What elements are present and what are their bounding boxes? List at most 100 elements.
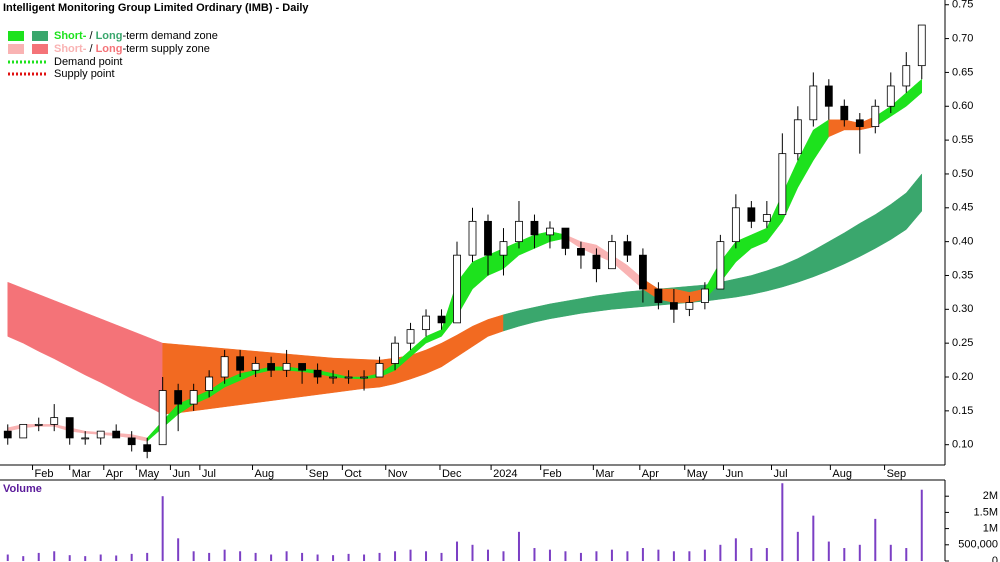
volume-bar bbox=[332, 555, 335, 561]
volume-bar bbox=[6, 554, 9, 561]
legend-swatch bbox=[32, 31, 48, 41]
candle-body bbox=[50, 417, 59, 425]
volume-bar bbox=[548, 549, 551, 561]
candle-body bbox=[220, 356, 229, 378]
volume-bar bbox=[53, 551, 56, 561]
candle-body bbox=[298, 363, 306, 371]
volume-tick-label: 0 bbox=[992, 555, 998, 562]
volume-bar bbox=[641, 548, 644, 561]
x-tick-label: 2024 bbox=[493, 468, 517, 480]
x-tick-label: Nov bbox=[388, 468, 408, 480]
candle-body bbox=[391, 342, 399, 364]
y-tick-label: 0.75 bbox=[952, 0, 973, 11]
candle-body bbox=[143, 444, 152, 452]
candle-body bbox=[871, 105, 880, 127]
candle-body bbox=[731, 207, 740, 243]
candle-body bbox=[34, 423, 43, 426]
zone-band bbox=[828, 116, 876, 138]
candle-body bbox=[236, 356, 245, 371]
y-tick-label: 0.10 bbox=[952, 439, 973, 451]
x-tick-label: Jul bbox=[773, 468, 787, 480]
volume-bar bbox=[812, 515, 815, 561]
volume-bar bbox=[394, 551, 397, 561]
candle-body bbox=[65, 417, 74, 439]
volume-bar bbox=[22, 556, 25, 561]
candle-body bbox=[747, 207, 756, 222]
candle-body bbox=[282, 363, 291, 371]
x-tick-label: Jun bbox=[172, 468, 190, 480]
zone-band bbox=[162, 314, 504, 415]
candle-body bbox=[592, 254, 601, 270]
volume-bar bbox=[301, 552, 304, 561]
candle-body bbox=[669, 302, 678, 310]
volume-bar bbox=[440, 552, 443, 561]
legend-swatch bbox=[32, 44, 48, 54]
volume-bar bbox=[517, 531, 520, 561]
volume-bar bbox=[239, 551, 242, 561]
volume-bar bbox=[84, 556, 87, 561]
candle-body bbox=[917, 24, 926, 67]
candle-body bbox=[344, 376, 353, 379]
x-tick-label: Apr bbox=[106, 468, 123, 480]
candle-body bbox=[824, 85, 833, 107]
volume-bar bbox=[889, 544, 892, 561]
candle-body bbox=[468, 220, 477, 256]
chart-title: Intelligent Monitoring Group Limited Ord… bbox=[3, 2, 309, 14]
volume-bar bbox=[920, 489, 923, 561]
x-tick-label: Sep bbox=[309, 468, 329, 480]
candle-body bbox=[561, 227, 570, 249]
y-tick-label: 0.30 bbox=[952, 303, 973, 315]
candle-body bbox=[112, 430, 121, 439]
volume-bar bbox=[703, 549, 706, 561]
x-tick-label: Sep bbox=[887, 468, 907, 480]
legend-long: Long bbox=[96, 43, 123, 55]
volume-bar bbox=[579, 552, 582, 561]
volume-bar bbox=[719, 544, 722, 561]
volume-bar bbox=[765, 548, 768, 561]
volume-bar bbox=[363, 554, 366, 561]
volume-bar bbox=[254, 552, 257, 561]
x-tick-label: Aug bbox=[255, 468, 275, 480]
candle-body bbox=[484, 220, 492, 256]
zone-band bbox=[875, 78, 923, 128]
candle-body bbox=[81, 437, 90, 440]
candle-body bbox=[19, 423, 28, 439]
legend-text: -term supply zone bbox=[122, 43, 209, 55]
candle-body bbox=[422, 315, 430, 331]
legend-label: Short- / Long-term demand zone bbox=[54, 30, 218, 42]
candle-body bbox=[778, 153, 787, 215]
volume-bar bbox=[750, 548, 753, 561]
candle-body bbox=[96, 430, 105, 439]
volume-bar bbox=[734, 538, 737, 561]
legend-swatch bbox=[8, 44, 24, 54]
y-tick-label: 0.40 bbox=[952, 236, 973, 248]
x-tick-label: Jun bbox=[725, 468, 743, 480]
candle-body bbox=[577, 248, 585, 256]
candle-body bbox=[700, 288, 709, 303]
candle-body bbox=[437, 315, 446, 324]
x-tick-label: Mar bbox=[72, 468, 91, 480]
volume-bar bbox=[99, 554, 102, 561]
candle-body bbox=[546, 227, 554, 236]
zone-band bbox=[7, 281, 163, 415]
y-tick-label: 0.55 bbox=[952, 134, 973, 146]
x-tick-label: May bbox=[687, 468, 708, 480]
volume-bar bbox=[316, 554, 319, 561]
candle-body bbox=[406, 329, 415, 344]
volume-bar bbox=[285, 551, 288, 561]
volume-bar bbox=[223, 549, 226, 561]
zone-band bbox=[503, 173, 923, 332]
y-tick-label: 0.25 bbox=[952, 337, 973, 349]
candle-body bbox=[902, 65, 911, 87]
volume-bar bbox=[626, 551, 629, 561]
volume-bar bbox=[672, 551, 675, 561]
legend-sep: / bbox=[86, 30, 95, 42]
candle-body bbox=[251, 363, 260, 371]
volume-bar bbox=[161, 496, 164, 561]
candle-body bbox=[840, 105, 849, 121]
legend-sep: / bbox=[86, 43, 95, 55]
x-tick-label: Jul bbox=[202, 468, 216, 480]
volume-bar bbox=[858, 544, 861, 561]
y-tick-label: 0.60 bbox=[952, 100, 973, 112]
